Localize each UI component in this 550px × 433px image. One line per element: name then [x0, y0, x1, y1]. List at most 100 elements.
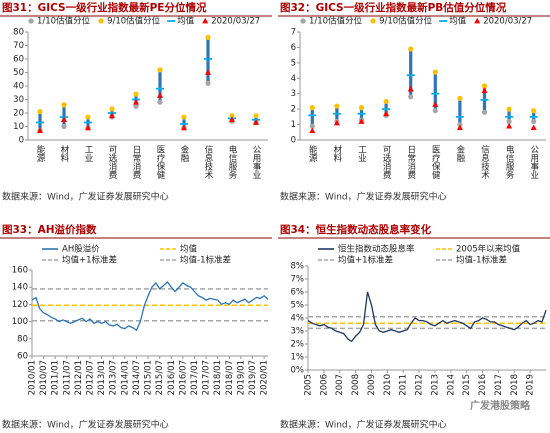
point — [432, 108, 438, 114]
y-tick-label: 120 — [12, 300, 28, 310]
legend-item: 均值 — [160, 244, 198, 255]
point — [229, 116, 235, 123]
chart-title: 图32：GICS一级行业指数最新PB估值分位情况 — [280, 1, 507, 14]
x-tick-label: 2016/07 — [178, 360, 188, 395]
x-tick-label: 可选消费 — [107, 145, 117, 180]
legend-item: 均值-1标准差 — [160, 255, 231, 266]
point — [133, 91, 139, 97]
y-tick-label: 5% — [291, 301, 305, 311]
legend-item: 均值-1标准差 — [436, 255, 507, 266]
x-tick-label: 2011/07 — [62, 360, 72, 395]
x-tick-label: 2013/01 — [97, 360, 107, 395]
y-tick-label: 0% — [291, 366, 305, 376]
x-tick-label: 2016/01 — [167, 360, 177, 395]
chart-title: 图33：AH溢价指数 — [2, 223, 97, 236]
x-tick-label: 金融 — [179, 144, 189, 163]
legend-label: 均值 — [180, 244, 198, 255]
point — [480, 98, 489, 101]
point — [253, 119, 259, 125]
y-tick-label: 80 — [13, 28, 24, 38]
point — [358, 105, 365, 111]
y-tick-label: 160 — [12, 266, 28, 276]
point — [408, 94, 414, 100]
y-tick-label: 140 — [12, 283, 28, 293]
x-tick-label: 2005 — [304, 374, 314, 396]
point — [406, 74, 415, 77]
point — [309, 127, 316, 134]
x-tick-label: 2018 — [510, 374, 520, 396]
legend-swatch — [300, 18, 306, 24]
y-tick-label: 60 — [17, 352, 28, 362]
y-tick-label: 70 — [13, 41, 24, 51]
range-bar — [433, 72, 437, 111]
x-tick-label: 2015 — [462, 374, 472, 396]
point — [481, 109, 488, 115]
x-tick-label: 材料 — [332, 144, 342, 163]
point — [332, 112, 341, 115]
y-tick-label: 1 — [291, 120, 296, 130]
legend-label: 2005年以来均值 — [456, 244, 521, 255]
legend-label: 均值+1标准差 — [338, 255, 393, 266]
point — [383, 98, 389, 105]
x-tick-label: 2018/01 — [213, 360, 223, 395]
x-tick-label: 2020/01 — [260, 360, 270, 395]
legend-label: 9/10估值分位 — [379, 16, 433, 27]
point — [205, 69, 211, 75]
y-tick-label: 0 — [19, 136, 24, 146]
legend-item: 均值 — [439, 16, 467, 27]
legend-item: 2020/03/27 — [474, 17, 532, 27]
point — [529, 115, 538, 118]
x-tick-label: 2019/07 — [248, 360, 258, 395]
x-tick-label: 信息技术 — [203, 144, 213, 180]
watermark: 广发港股策略 — [470, 399, 531, 412]
y-tick-label: 7% — [291, 275, 305, 285]
legend-item: 9/10估值分位 — [370, 16, 433, 27]
point — [506, 118, 512, 125]
x-tick-label: 2014 — [446, 374, 456, 396]
legend-label: 均值-1标准差 — [456, 255, 507, 266]
chart: 图31：GICS一级行业指数最新PE分位情况数据来源：Wind，广发证券发展研究… — [0, 1, 272, 203]
x-tick-label: 电信服务 — [504, 144, 514, 180]
x-tick-label: 2011 — [399, 374, 409, 396]
legend-item: 9/10估值分位 — [98, 16, 161, 27]
x-tick-label: 2010 — [383, 374, 393, 396]
legend-swatch — [202, 17, 209, 24]
point — [432, 69, 438, 75]
legend-item: 2005年以来均值 — [436, 244, 521, 255]
y-tick-label: 8% — [291, 262, 305, 272]
x-tick-label: 2015/07 — [155, 360, 165, 395]
y-tick-label: 5 — [291, 58, 296, 68]
x-tick-label: 2008 — [351, 374, 361, 396]
legend-label: 9/10估值分位 — [107, 16, 161, 27]
point — [357, 112, 366, 115]
point — [253, 113, 259, 119]
range-bar — [62, 104, 66, 127]
point — [457, 95, 463, 101]
point — [334, 103, 340, 109]
y-tick-label: 50 — [13, 68, 24, 78]
point — [383, 110, 390, 117]
point — [157, 67, 163, 73]
point — [84, 121, 92, 124]
x-tick-label: 可选消费 — [381, 145, 391, 180]
x-tick-label: 2012 — [415, 374, 425, 396]
x-tick-label: 公用事业 — [529, 145, 539, 179]
x-tick-label: 2013 — [430, 374, 440, 396]
point — [61, 123, 67, 130]
y-tick-label: 100 — [12, 317, 28, 327]
legend-swatch — [474, 17, 481, 24]
x-tick-label: 2010/01 — [28, 360, 38, 395]
x-tick-label: 医疗保健 — [155, 145, 165, 180]
point — [180, 122, 188, 125]
x-tick-label: 2014/01 — [120, 360, 130, 395]
point — [156, 87, 164, 90]
legend-label: 恒生指数动态股息率 — [338, 244, 415, 255]
x-tick-label: 金融 — [455, 144, 465, 163]
x-tick-label: 2017 — [494, 374, 504, 396]
point — [455, 115, 464, 118]
point — [181, 114, 187, 120]
y-tick-label: 2% — [291, 340, 305, 350]
y-tick-label: 10 — [13, 122, 24, 132]
range-bar — [182, 117, 186, 128]
point — [133, 99, 139, 105]
